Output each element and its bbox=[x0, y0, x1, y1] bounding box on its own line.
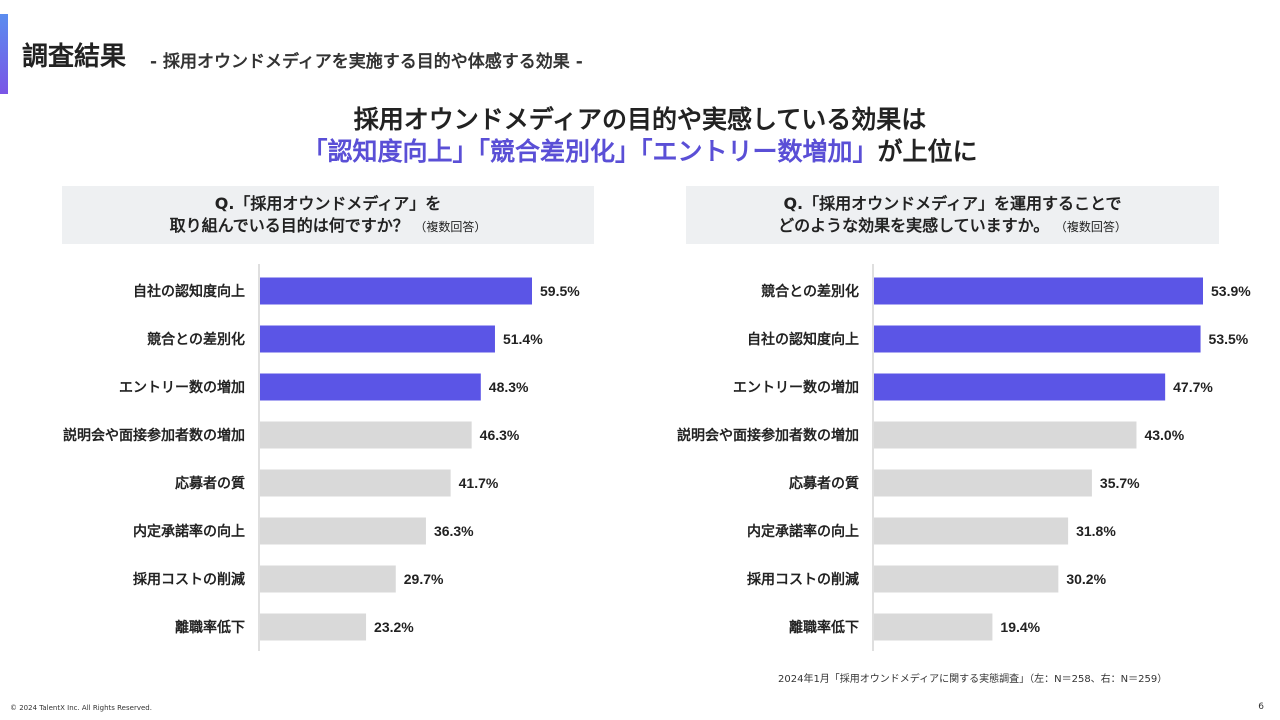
category-label: 説明会や面接参加者数の増加 bbox=[63, 427, 245, 444]
category-label: 競合との差別化 bbox=[761, 283, 859, 300]
bar-2 bbox=[260, 325, 495, 353]
value-label: 43.0% bbox=[1144, 427, 1184, 443]
category-label: 離職率低下 bbox=[175, 619, 245, 636]
right-question-text: どのような効果を実感していますか。 bbox=[778, 215, 1050, 235]
value-label: 51.4% bbox=[503, 331, 543, 347]
bar-5 bbox=[874, 469, 1092, 497]
bar-2 bbox=[874, 325, 1201, 353]
headline-line1: 採用オウンドメディアの目的や実感している効果は bbox=[353, 105, 927, 134]
value-label: 19.4% bbox=[1000, 619, 1040, 635]
category-label: 採用コストの削減 bbox=[133, 571, 245, 588]
value-label: 48.3% bbox=[489, 379, 529, 395]
bar-6 bbox=[874, 517, 1069, 545]
right-question-line1: Q.「採用オウンドメディア」を運用することで bbox=[783, 193, 1122, 213]
right-question-box: Q.「採用オウンドメディア」を運用することで どのような効果を実感していますか。… bbox=[686, 186, 1219, 244]
value-label: 36.3% bbox=[434, 523, 474, 539]
category-label: エントリー数の増加 bbox=[733, 379, 859, 396]
bar-4 bbox=[260, 421, 472, 449]
left-question-text: 取り組んでいる目的は何ですか？ bbox=[169, 215, 409, 235]
bar-1 bbox=[260, 277, 532, 305]
bar-8 bbox=[260, 613, 367, 641]
left-question-line2: 取り組んでいる目的は何ですか？ （複数回答） bbox=[170, 215, 487, 238]
page-number: 6 bbox=[1258, 702, 1264, 712]
headline-suffix: が上位に bbox=[877, 137, 978, 166]
right-bar-chart: 競合との差別化 53.9% 自社の認知度向上 53.5% エントリー数の増加 47.7% 説… bbox=[677, 264, 1251, 651]
bar-8 bbox=[874, 613, 993, 641]
value-label: 31.8% bbox=[1076, 523, 1116, 539]
headline-line2: 「認知度向上」「競合差別化」「エントリー数増加」が上位に bbox=[0, 132, 1280, 168]
category-label: 自社の認知度向上 bbox=[133, 283, 245, 300]
value-label: 53.9% bbox=[1211, 283, 1251, 299]
category-label: 応募者の質 bbox=[789, 475, 859, 492]
value-label: 53.5% bbox=[1209, 331, 1249, 347]
page-title: 調査結果 bbox=[22, 42, 127, 72]
bar-4 bbox=[874, 421, 1137, 449]
category-label: 競合との差別化 bbox=[147, 331, 245, 348]
accent-bar bbox=[0, 14, 8, 94]
left-question-line1: Q.「採用オウンドメディア」を bbox=[214, 193, 442, 213]
value-label: 23.2% bbox=[374, 619, 414, 635]
value-label: 59.5% bbox=[540, 283, 580, 299]
page-subtitle: - 採用オウンドメディアを実施する目的や体感する効果 - bbox=[150, 52, 583, 72]
value-label: 35.7% bbox=[1100, 475, 1140, 491]
right-question-note: （複数回答） bbox=[1054, 219, 1127, 234]
category-label: 離職率低下 bbox=[789, 619, 859, 636]
bar-5 bbox=[260, 469, 451, 497]
bar-1 bbox=[874, 277, 1203, 305]
bar-6 bbox=[260, 517, 426, 545]
left-question-note: （複数回答） bbox=[414, 219, 487, 234]
category-label: 内定承諾率の向上 bbox=[133, 523, 245, 540]
bar-7 bbox=[874, 565, 1059, 593]
copyright: © 2024 TalentX Inc. All Rights Reserved. bbox=[10, 704, 152, 712]
category-label: 採用コストの削減 bbox=[747, 571, 859, 588]
bar-3 bbox=[874, 373, 1166, 401]
value-label: 46.3% bbox=[480, 427, 520, 443]
category-label: エントリー数の増加 bbox=[119, 379, 245, 396]
category-label: 説明会や面接参加者数の増加 bbox=[677, 427, 859, 444]
value-label: 29.7% bbox=[404, 571, 444, 587]
right-question-line2: どのような効果を実感していますか。 （複数回答） bbox=[778, 215, 1127, 238]
value-label: 30.2% bbox=[1066, 571, 1106, 587]
headline-highlight: 「認知度向上」「競合差別化」「エントリー数増加」 bbox=[302, 137, 878, 166]
bar-3 bbox=[260, 373, 481, 401]
left-question-box: Q.「採用オウンドメディア」を 取り組んでいる目的は何ですか？ （複数回答） bbox=[62, 186, 594, 244]
category-label: 内定承諾率の向上 bbox=[747, 523, 859, 540]
left-bar-chart: 自社の認知度向上 59.5% 競合との差別化 51.4% エントリー数の増加 48.3% 説… bbox=[63, 264, 580, 651]
category-label: 自社の認知度向上 bbox=[747, 331, 859, 348]
value-label: 41.7% bbox=[459, 475, 499, 491]
bar-7 bbox=[260, 565, 396, 593]
source-note: 2024年1月「採用オウンドメディアに関する実態調査」（左：N＝258、右：N＝… bbox=[778, 674, 1168, 685]
category-label: 応募者の質 bbox=[175, 475, 245, 492]
value-label: 47.7% bbox=[1173, 379, 1213, 395]
